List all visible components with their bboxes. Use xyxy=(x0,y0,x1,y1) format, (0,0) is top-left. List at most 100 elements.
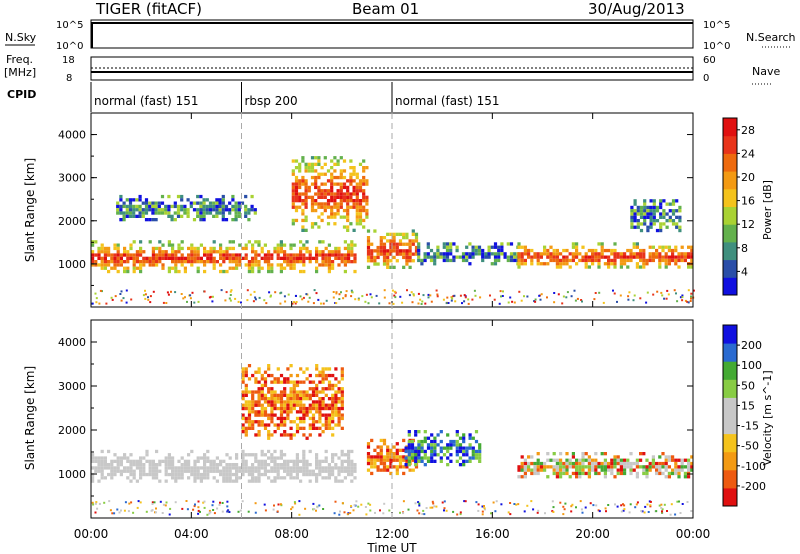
echo-cell xyxy=(310,205,315,209)
echo-cell xyxy=(315,292,318,295)
echo-cell xyxy=(584,262,588,266)
echo-cell xyxy=(370,458,374,462)
echo-cell xyxy=(299,253,303,257)
echo-cell xyxy=(167,240,171,244)
echo-cell xyxy=(199,456,203,460)
echo-cell xyxy=(241,367,245,371)
echo-cell xyxy=(661,471,665,476)
echo-cell xyxy=(613,262,617,266)
echo-cell xyxy=(196,201,200,205)
echo-cell xyxy=(389,452,393,456)
echo-cell xyxy=(161,256,165,260)
echo-cell xyxy=(187,459,191,463)
echo-cell xyxy=(286,253,290,257)
echo-cell xyxy=(648,468,652,472)
echo-cell xyxy=(307,169,311,173)
echo-cell xyxy=(164,466,168,470)
echo-cell xyxy=(420,262,424,266)
echo-cell xyxy=(355,182,359,186)
echo-cell xyxy=(318,250,322,254)
echo-cell xyxy=(674,245,678,249)
echo-cell xyxy=(436,433,440,437)
echo-cell xyxy=(273,463,277,467)
echo-cell xyxy=(555,255,559,259)
echo-cell xyxy=(433,439,437,444)
echo-cell xyxy=(395,245,399,250)
echo-cell xyxy=(340,367,344,371)
echo-cell xyxy=(283,266,287,270)
echo-cell xyxy=(268,291,271,294)
echo-cell xyxy=(289,393,293,397)
echo-cell xyxy=(190,469,194,473)
echo-cell xyxy=(241,380,245,384)
echo-cell xyxy=(122,218,126,222)
echo-cell xyxy=(649,209,653,213)
echo-cell xyxy=(346,199,350,203)
echo-cell xyxy=(646,291,649,294)
echo-cell xyxy=(317,172,321,176)
echo-cell xyxy=(414,465,419,469)
echo-cell xyxy=(552,458,556,462)
echo-cell xyxy=(342,192,347,196)
echo-cell xyxy=(103,466,107,470)
echo-cell xyxy=(532,508,535,511)
echo-cell xyxy=(594,252,598,256)
echo-cell xyxy=(386,458,390,462)
echo-cell xyxy=(302,453,306,457)
echo-cell xyxy=(331,397,335,401)
echo-cell xyxy=(244,211,248,215)
echo-cell xyxy=(655,209,660,213)
echo-cell xyxy=(407,439,411,444)
echo-cell xyxy=(126,250,130,254)
echo-cell xyxy=(655,510,658,513)
echo-cell xyxy=(107,466,111,470)
echo-cell xyxy=(151,211,155,215)
echo-cell xyxy=(418,502,421,505)
echo-cell xyxy=(321,430,325,434)
echo-cell xyxy=(293,501,296,504)
colorbar-swatch xyxy=(723,343,737,362)
echo-cell xyxy=(304,169,308,173)
echo-cell xyxy=(450,296,453,299)
echo-cell xyxy=(517,468,521,472)
echo-cell xyxy=(151,250,155,254)
echo-cell xyxy=(157,211,161,215)
echo-cell xyxy=(257,266,261,270)
echo-cell xyxy=(270,263,274,267)
echo-cell xyxy=(317,205,321,209)
echo-cell xyxy=(334,463,338,467)
echo-cell xyxy=(335,291,338,294)
echo-cell xyxy=(571,465,575,469)
echo-cell xyxy=(321,263,325,267)
echo-cell xyxy=(173,218,177,222)
echo-cell xyxy=(315,403,319,407)
echo-cell xyxy=(350,253,354,257)
echo-cell xyxy=(520,455,524,459)
echo-cell xyxy=(241,373,245,378)
echo-cell xyxy=(513,258,517,263)
echo-cell xyxy=(246,299,249,302)
echo-cell xyxy=(315,459,319,463)
cpid-label: CPID xyxy=(7,88,36,101)
echo-cell xyxy=(161,253,165,257)
echo-cell xyxy=(298,166,302,170)
echo-cell xyxy=(366,442,371,446)
echo-cell xyxy=(364,506,367,508)
echo-cell xyxy=(187,256,191,260)
echo-cell xyxy=(379,239,383,243)
echo-cell xyxy=(183,463,187,467)
echo-cell xyxy=(132,472,136,477)
echo-cell xyxy=(305,246,309,251)
echo-cell xyxy=(410,449,415,454)
echo-cell xyxy=(607,468,611,472)
echo-cell xyxy=(379,236,383,240)
echo-cell xyxy=(398,249,403,253)
echo-cell xyxy=(298,513,301,516)
echo-cell xyxy=(289,263,293,267)
echo-cell xyxy=(119,211,123,215)
echo-cell xyxy=(119,263,123,267)
echo-cell xyxy=(206,449,210,454)
echo-cell xyxy=(336,162,340,166)
echo-cell xyxy=(392,236,396,240)
echo-cell xyxy=(643,205,647,210)
